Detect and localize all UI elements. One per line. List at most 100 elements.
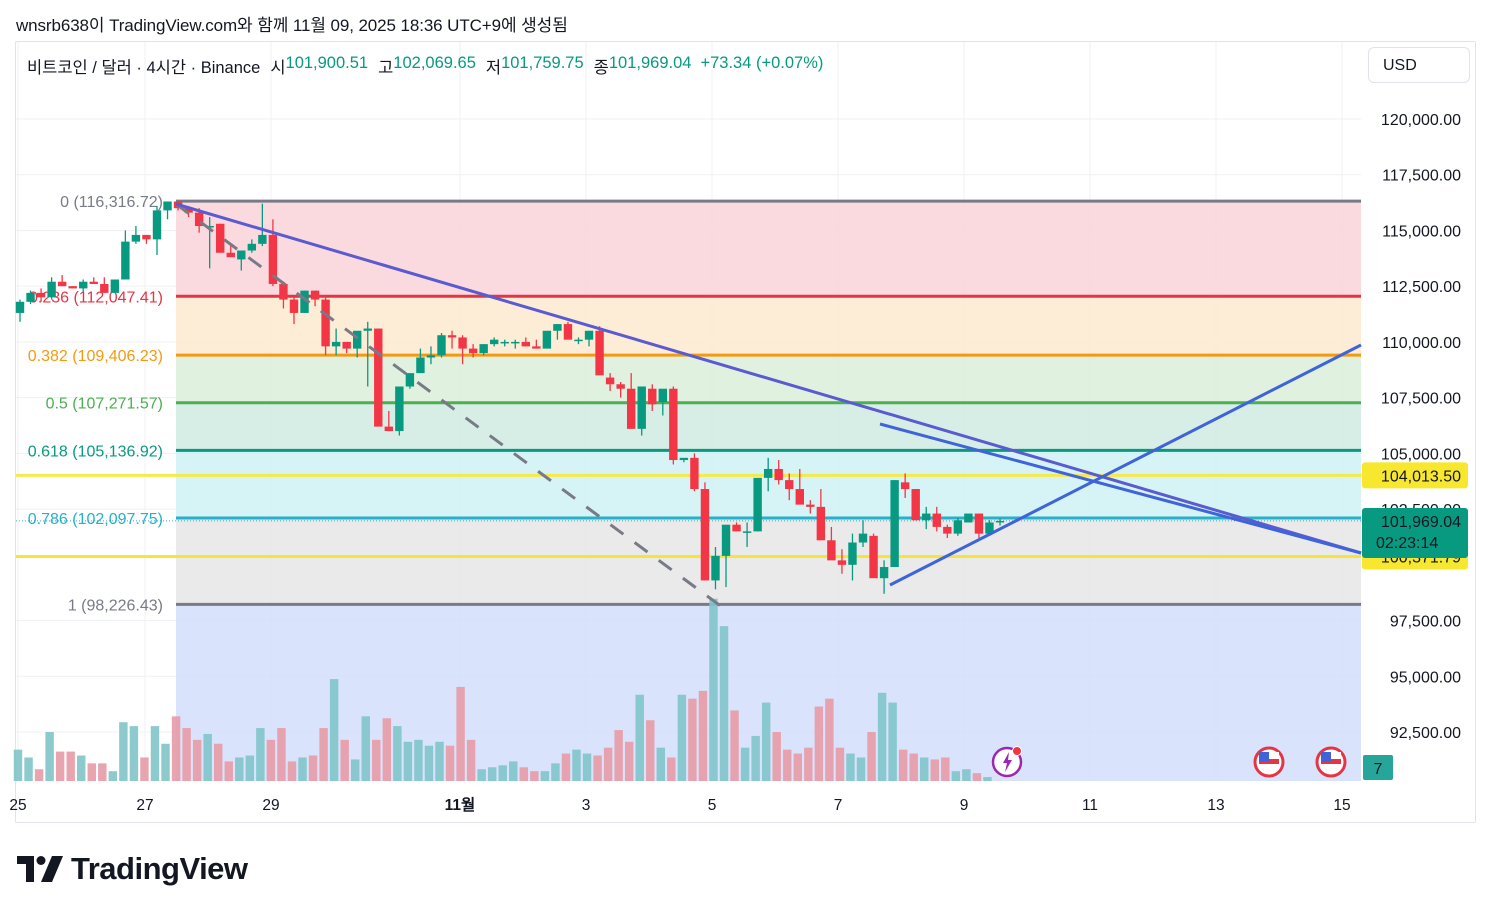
high-value: 102,069.65 [393,54,476,72]
volume-bar [361,716,370,781]
volume-bar [350,759,360,781]
volume-bar [698,690,708,781]
symbol-title[interactable]: 비트코인 / 달러 · 4시간 · Binance [27,59,261,77]
candle-body [163,201,172,211]
ascending-trendline[interactable] [889,343,1362,587]
currency-button[interactable]: USD [1368,47,1470,83]
candle-body [384,426,394,432]
volume-bar [13,749,23,781]
candle-body [458,337,467,349]
candle-body [184,208,193,213]
bar-countdown: 02:23:14 [1376,535,1438,552]
candle-body [816,506,826,541]
volume-bar [171,716,181,781]
volume-bar [772,732,781,781]
candle-body [15,301,25,313]
open-key: 시 [270,59,286,77]
volume-bar [888,702,897,781]
volume-bar [277,728,286,781]
volume-bar [235,757,244,781]
fib-zone-0.236 [176,296,1361,356]
brand-name: TradingView [71,851,248,886]
volume-bar [983,777,992,781]
volume-bar [751,735,760,781]
low-value: 101,759.75 [501,54,584,72]
volume-bar [55,751,65,781]
fib-label-0.236: 0.236 (112,047.41) [29,289,163,306]
volume-bar [509,761,518,781]
volume-bar [825,698,834,781]
candle-body [247,243,257,251]
candle-body [500,341,509,344]
volume-bar [424,745,434,781]
candle-body [932,513,941,527]
current-price-badge[interactable] [1362,508,1468,558]
candle-body [331,341,341,347]
volume-bar [245,755,255,781]
volume-bar [435,741,444,781]
volume-bar [530,771,539,781]
volume-bar [266,739,276,781]
candle-body [995,520,1005,523]
candle-body [679,457,689,461]
time-tick: 3 [582,797,591,814]
candle-body [911,489,920,521]
time-tick: 11 [1082,797,1098,814]
volume-bar [898,749,908,781]
candle-body [300,290,309,313]
price-tick: 92,500.00 [1390,725,1461,742]
volume-bar [783,749,792,781]
volume-bar [677,694,687,781]
volume-bar [382,718,392,781]
candle-body [785,480,794,490]
candle-body [47,281,56,298]
time-tick: 5 [708,797,717,814]
descending-trendline-extension[interactable] [879,422,1362,555]
volume-bar [614,730,623,781]
us-flag-event-icon[interactable] [1315,746,1347,778]
tradingview-logo[interactable]: TradingView [17,851,248,887]
change-value: +73.34 (+0.07%) [700,54,824,72]
candle-body [869,535,878,579]
candle-body [279,283,288,300]
notification-dot [1012,746,1022,756]
volume-bar [551,763,560,781]
candle-body [342,341,351,349]
flag-stripe [1321,764,1341,770]
candle-body [405,373,415,387]
time-tick: 15 [1333,797,1350,814]
flag-canton [1259,752,1269,762]
fib-label-0: 0 (116,316.72) [60,194,163,211]
fib-trend-dashed-line[interactable] [175,202,723,609]
price-tick: 95,000.00 [1390,669,1461,686]
volume-bar [667,757,676,781]
candle-body [690,457,699,490]
volume-bar [140,757,149,781]
candle-body [595,330,604,376]
volume-bar [203,733,212,781]
volume-bar [540,771,550,781]
volume-bar [951,771,961,781]
candle-body [848,542,857,565]
descending-trendline[interactable] [175,202,1362,555]
candle-body [216,223,225,253]
volume-bar [119,722,128,781]
lightning-event-icon[interactable] [991,746,1023,778]
candle-body [511,341,520,344]
candle-body [574,339,583,342]
price-tick: 112,500.00 [1382,279,1461,296]
volume-bar [498,765,507,781]
candle-body [121,241,130,280]
us-flag-event-icon[interactable] [1253,746,1285,778]
candle-body [943,526,952,534]
volume-bar [129,726,139,781]
current-price-label: 101,969.04 [1381,514,1461,531]
close-value: 101,969.04 [608,54,692,72]
candle-body [89,281,98,284]
candle-body [616,384,625,389]
volume-bar [66,751,75,781]
volume-bar [24,757,33,781]
candle-body [721,524,731,556]
volume-badge-label: 7 [1374,761,1383,778]
